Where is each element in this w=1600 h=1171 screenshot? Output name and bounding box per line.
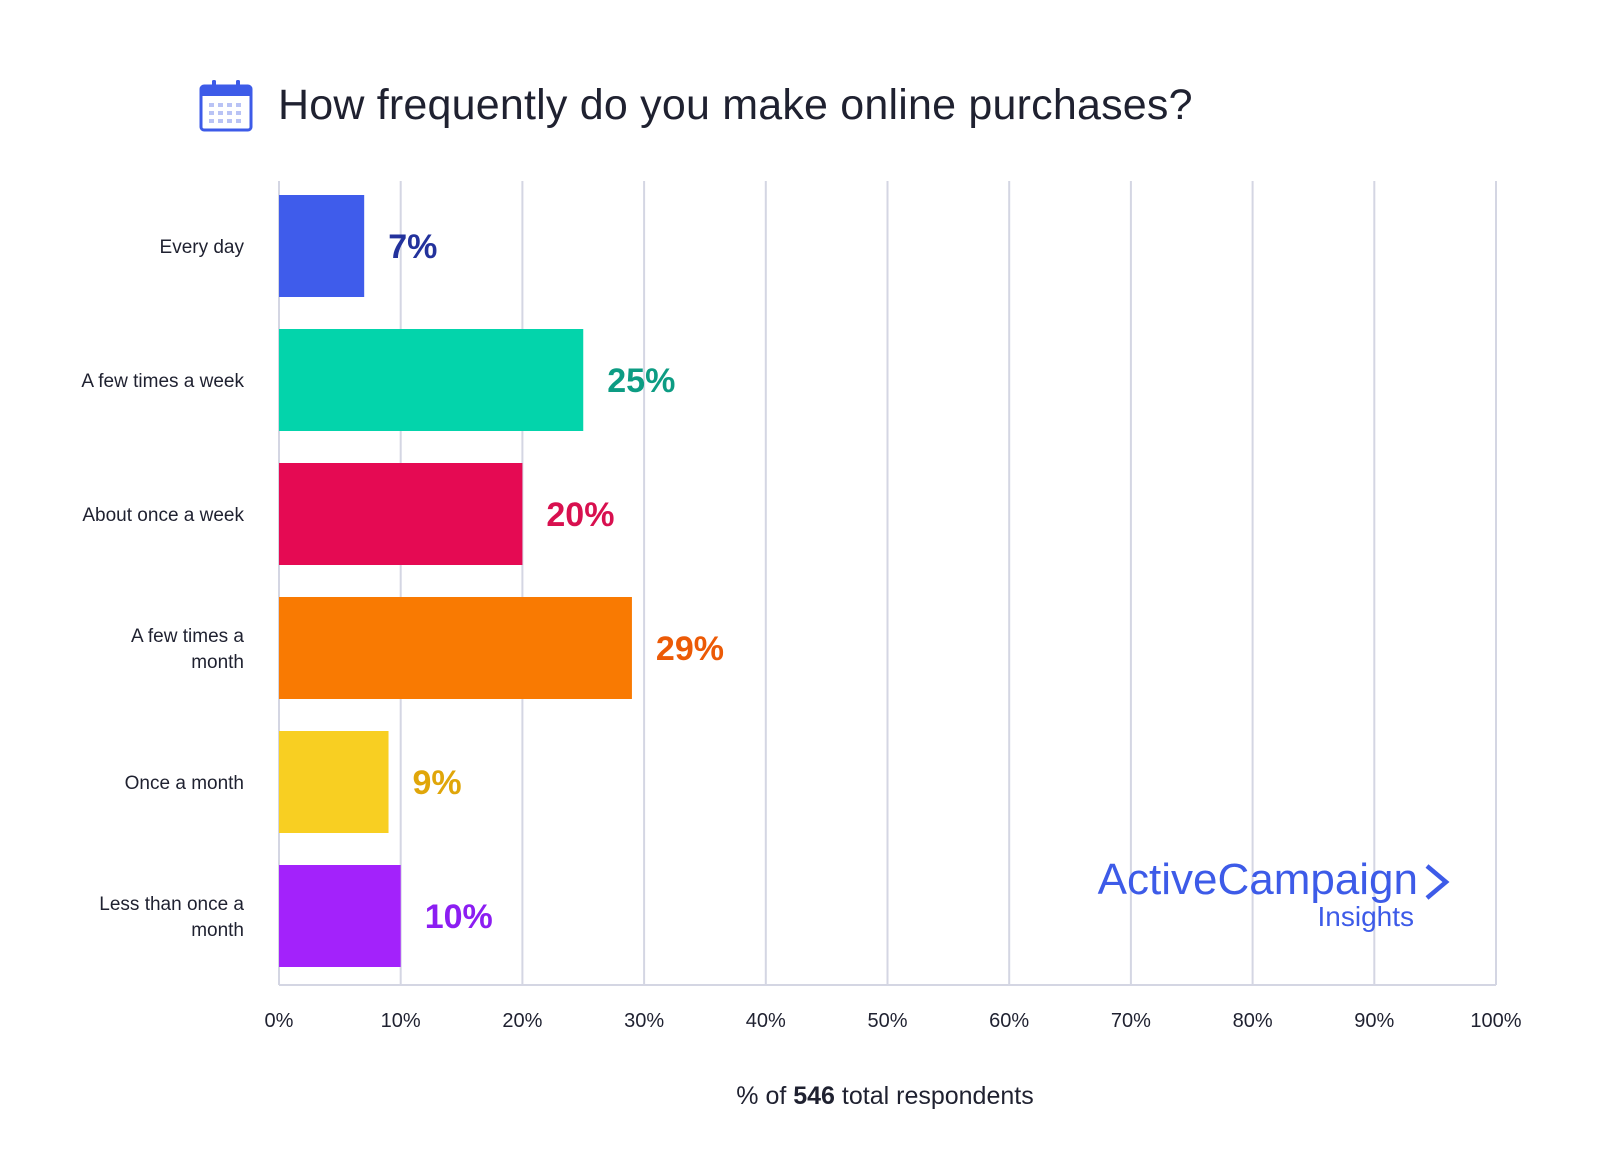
bar-value-label: 9%: [413, 764, 462, 802]
category-label: Once a month: [125, 773, 244, 794]
bar-value-label: 29%: [656, 630, 724, 668]
x-tick-label: 40%: [746, 1010, 786, 1032]
chevron-right-icon: [1425, 864, 1450, 901]
brand-subtitle: Insights: [1317, 901, 1415, 932]
brand-name-row: ActiveCampaign: [1070, 855, 1450, 905]
bar-value-label: 10%: [425, 898, 493, 936]
x-tick-label: 30%: [624, 1010, 664, 1032]
category-label: A few times a month: [131, 626, 244, 673]
category-label-line: Once a month: [125, 773, 244, 794]
category-label: Less than once a month: [99, 894, 244, 941]
brand-name: ActiveCampaign: [1097, 855, 1418, 904]
respondent-count: 546: [793, 1082, 835, 1110]
category-label: About once a week: [82, 505, 244, 526]
bar: [279, 195, 365, 297]
x-tick-label: 0%: [265, 1010, 294, 1032]
category-label-line: A few times a: [131, 626, 244, 647]
category-label-line: month: [191, 652, 244, 673]
x-tick-label: 10%: [381, 1010, 421, 1032]
bar-value-label: 7%: [388, 228, 437, 266]
category-label-line: A few times a week: [81, 371, 244, 392]
category-label-line: month: [191, 920, 244, 941]
brand-logo: ActiveCampaign Insights: [1070, 855, 1450, 933]
x-tick-label: 60%: [989, 1010, 1029, 1032]
category-label-line: About once a week: [82, 505, 244, 526]
x-tick-label: 70%: [1111, 1010, 1151, 1032]
caption-prefix: % of: [736, 1082, 787, 1110]
category-label: A few times a week: [81, 371, 244, 392]
axis-caption: % of 546 total respondents: [0, 1082, 1600, 1111]
bar: [279, 329, 584, 431]
calendar-icon: [199, 80, 253, 132]
x-tick-label: 20%: [502, 1010, 542, 1032]
title-row: How frequently do you make online purcha…: [198, 70, 1193, 140]
chart-title: How frequently do you make online purcha…: [278, 80, 1193, 129]
x-tick-label: 50%: [867, 1010, 907, 1032]
bar: [279, 463, 523, 565]
category-label: Every day: [160, 237, 245, 258]
category-label-line: Every day: [160, 237, 245, 258]
bar: [279, 731, 389, 833]
bar: [279, 865, 401, 967]
x-tick-label: 90%: [1354, 1010, 1394, 1032]
x-tick-label: 100%: [1470, 1010, 1521, 1032]
caption-suffix: total respondents: [841, 1082, 1034, 1110]
bar-value-label: 25%: [607, 362, 675, 400]
bar: [279, 597, 632, 699]
bar-value-label: 20%: [546, 496, 614, 534]
category-label-line: Less than once a: [99, 894, 244, 915]
x-tick-label: 80%: [1233, 1010, 1273, 1032]
